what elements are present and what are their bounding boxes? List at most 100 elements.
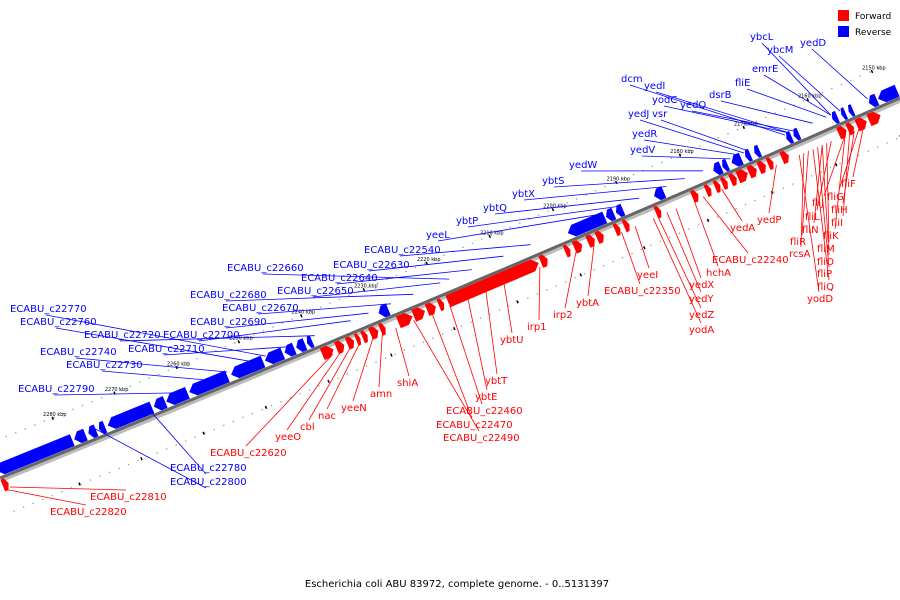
forward-gene-arrow [866,111,881,127]
gene-label-flil: fliL [805,212,820,223]
gene-label-ecabu_c22660: ECABU_c22660 [227,263,304,274]
forward-gene-arrow [712,180,721,194]
gene-leader-line [587,243,595,297]
forward-gene-arrow [854,117,867,132]
gene-leader-line [768,165,777,214]
gene-leader-line [485,289,498,375]
legend-forward-swatch [838,10,849,21]
forward-gene-arrow [621,219,630,233]
gene-leader-line [326,342,361,410]
tick-mark-lower [706,218,710,222]
forward-gene-arrow [756,160,766,175]
gene-label-yeeo: yeeO [275,432,301,443]
tick-label: 2170 kbp [734,121,758,127]
reverse-gene-arrow [713,161,724,175]
forward-gene-arrow [653,205,662,219]
reverse-gene-arrow [567,211,608,237]
forward-gene-arrow [836,125,847,140]
gene-leader-line [45,314,266,357]
gene-label-emre: emrE [752,64,778,75]
gene-label-ecabu_c22350: ECABU_c22350 [604,286,681,297]
gene-label-nac: nac [318,411,336,422]
gene-leader-line [262,273,450,280]
reverse-gene-arrow [847,104,856,117]
reverse-gene-arrow [831,110,840,124]
reverse-genes [0,84,900,475]
gene-leader-line [225,293,414,302]
tick-label: 2210 kbp [480,230,504,236]
gene-leader-line [643,139,740,156]
gene-label-flie: fliE [735,78,750,89]
gene-label-yoda: yodA [689,325,714,336]
reverse-gene-arrow [731,152,744,167]
gene-leader-line [399,244,531,257]
reverse-gene-arrow [107,401,155,429]
gene-label-dsrb: dsrB [709,90,732,101]
tick-mark-upper [425,261,428,265]
forward-gene-arrow [779,150,789,165]
gene-label-ecabu_c22790: ECABU_c22790 [18,384,95,395]
gene-label-ecabu_c22810: ECABU_c22810 [90,492,167,503]
gene-label-flip: fliP [817,269,832,280]
forward-gene-arrow [719,177,728,190]
gene-leader-line [55,327,253,363]
reverse-gene-arrow [265,347,286,365]
gene-leader-line [336,269,472,285]
gene-label-ybts: ybtS [542,176,565,187]
lower-dotted-track [13,136,900,513]
forward-gene-arrow [334,340,345,355]
reverse-gene-arrow [74,428,88,444]
gene-leader-line [763,74,832,116]
gene-label-ecabu_c22710: ECABU_c22710 [128,344,205,355]
tick-mark-lower [327,379,330,384]
genome-axis [0,64,900,513]
gene-leader-line [663,105,790,134]
forward-gene-arrow [395,312,413,329]
reverse-gene-arrow [840,107,849,120]
reverse-gene-arrow [868,93,880,108]
reverse-gene-arrow [378,303,391,318]
forward-gene-arrow [594,230,604,244]
forward-gene-arrow [360,330,368,344]
forward-gene-arrow [538,254,548,268]
gene-label-ecabu_c22630: ECABU_c22630 [333,260,410,271]
tick-mark-upper [51,416,54,420]
gene-label-ecabu_c22470: ECABU_c22470 [436,420,513,431]
gene-leader-line [655,91,790,134]
forward-gene-arrow [436,298,445,312]
gene-label-yodc: yodC [652,95,677,106]
gene-leader-line [800,153,805,248]
gene-label-ybcl: ybcL [750,32,774,43]
gene-leader-line [834,135,846,230]
tick-mark-upper [551,207,555,212]
gene-label-yedx: yedX [689,280,714,291]
reverse-gene-arrow [153,396,168,411]
gene-leader-line [538,266,541,321]
gene-leader-line [812,149,830,281]
gene-label-ybtt: ybtT [485,376,508,387]
gene-leader-line [503,282,513,334]
gene-leader-line [702,196,749,254]
gene-label-cbl: cbl [300,422,315,433]
gene-label-ecabu_c22770: ECABU_c22770 [10,304,87,315]
gene-leader-line [467,205,622,228]
forward-gene-arrow [735,169,748,184]
forward-gene-arrow [411,307,426,322]
gene-label-yedp: yedP [757,215,781,226]
gene-leader-line [842,133,851,217]
tick-mark-lower [643,246,646,250]
gene-label-yedj: yedJ [628,109,649,120]
tick-mark-upper [870,69,874,74]
gene-leader-line [75,357,228,373]
gene-leader-line [352,337,374,402]
gene-label-yodd: yodD [807,294,833,305]
gene-leader-line [437,213,603,242]
reverse-gene-arrow [744,148,753,162]
gene-leader-line [666,212,702,293]
tick-label: 2250 kbp [229,336,253,342]
forward-gene-arrow [319,345,334,360]
gene-leader-line [852,127,864,178]
gene-leader-line [308,346,352,421]
gene-label-flim: fliM [817,244,835,255]
